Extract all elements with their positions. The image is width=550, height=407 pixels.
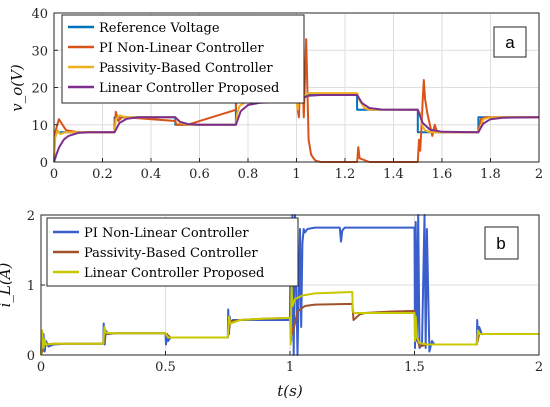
panel-b-xtick-label: 0.5 — [155, 360, 176, 375]
panel-b-xtick-label: 0 — [37, 360, 45, 375]
panel-a-ytick-label: 0 — [40, 156, 48, 171]
panel-a-xtick-label: 0 — [50, 167, 58, 182]
panel-a-xtick-label: 0.4 — [141, 167, 162, 182]
panel-a-xtick-label: 0.8 — [238, 167, 259, 182]
panel-a-xtick-label: 1.8 — [480, 167, 501, 182]
panel-a-ytick-label: 40 — [31, 7, 48, 22]
legend-label: Linear Controller Proposed — [99, 81, 279, 96]
panel-b-xlabel: t(s) — [277, 382, 303, 400]
panel-b-ytick-label: 0 — [27, 349, 35, 364]
panel-b-ylabel-text: i_L(A) — [0, 262, 14, 307]
legend-label: Linear Controller Proposed — [84, 266, 264, 281]
panel-b-tag: b — [484, 226, 519, 260]
panel-a-xtick-label: 1.2 — [335, 167, 356, 182]
panel-a-tag-text: a — [505, 33, 515, 52]
panel-a-ytick-label: 30 — [31, 44, 48, 59]
panel-a-xtick-label: 0.2 — [92, 167, 113, 182]
panel-a-legend: Reference Voltage PI Non-Linear Controlle… — [61, 14, 305, 104]
panel-a-xtick-label: 2 — [535, 167, 543, 182]
legend-label: Reference Voltage — [99, 21, 220, 36]
panel-a-tag: a — [493, 26, 527, 58]
legend-label: Passivity-Based Controller — [99, 61, 273, 76]
panel-b-xtick-label: 1.5 — [404, 360, 425, 375]
panel-a-xtick-label: 1.4 — [383, 167, 404, 182]
panel-a-xtick-label: 0.6 — [189, 167, 210, 182]
panel-b-tag-text: b — [496, 234, 505, 253]
panel-b-ytick-label: 2 — [27, 209, 35, 224]
panel-b-ytick-label: 1 — [27, 279, 35, 294]
panel-a-xtick-label: 1 — [292, 167, 300, 182]
panel-b-xtick-label: 1 — [286, 360, 294, 375]
panel-b-xtick-label: 2 — [535, 360, 543, 375]
panel-a-ylabel: v_o(V) — [8, 64, 26, 112]
panel-a-ytick-label: 20 — [31, 82, 48, 97]
panel-b-legend: PI Non-Linear Controller Passivity-Based … — [46, 217, 299, 287]
panel-a-xtick-label: 1.6 — [432, 167, 453, 182]
panel-b: 0 0.5 1 1.5 2 0 1 2 i_L(A) t(s) PI Non-Linear … — [0, 209, 543, 400]
panel-a-ytick-label: 10 — [31, 119, 48, 134]
legend-label: PI Non-Linear Controller — [99, 41, 264, 56]
legend-label: Passivity-Based Controller — [84, 246, 258, 261]
panel-b-series-line — [40, 302, 539, 356]
legend-label: PI Non-Linear Controller — [84, 226, 249, 241]
panel-b-series-line — [40, 284, 539, 356]
panel-b-ylabel: i_L(A) — [0, 262, 14, 307]
panel-a: 0 0.2 0.4 0.6 0.8 1 1.2 1.4 1.6 1.8 2 0 10 20 30 40 v_… — [8, 7, 543, 182]
panel-a-ylabel-text: v_o(V) — [8, 64, 26, 112]
